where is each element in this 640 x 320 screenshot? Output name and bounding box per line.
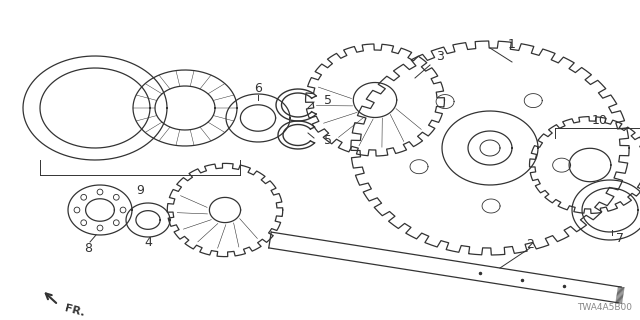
Text: 3: 3: [436, 51, 444, 63]
Text: 10: 10: [592, 114, 608, 126]
Text: 2: 2: [526, 237, 534, 251]
Text: FR.: FR.: [63, 303, 86, 318]
Polygon shape: [572, 180, 640, 240]
Polygon shape: [226, 94, 290, 142]
Polygon shape: [133, 70, 237, 146]
Polygon shape: [167, 164, 283, 257]
Text: 1: 1: [508, 37, 516, 51]
Text: TWA4A5B00: TWA4A5B00: [577, 303, 632, 312]
Polygon shape: [126, 203, 170, 237]
Polygon shape: [351, 41, 629, 255]
Text: 7: 7: [616, 231, 624, 244]
Text: 9: 9: [136, 183, 144, 196]
Polygon shape: [23, 56, 167, 160]
Polygon shape: [529, 116, 640, 213]
Text: 5: 5: [324, 93, 332, 107]
Text: 6: 6: [254, 82, 262, 94]
Polygon shape: [305, 44, 444, 156]
Text: 5: 5: [324, 133, 332, 147]
Text: 4: 4: [144, 236, 152, 249]
Polygon shape: [68, 185, 132, 235]
Text: 8: 8: [84, 242, 92, 254]
